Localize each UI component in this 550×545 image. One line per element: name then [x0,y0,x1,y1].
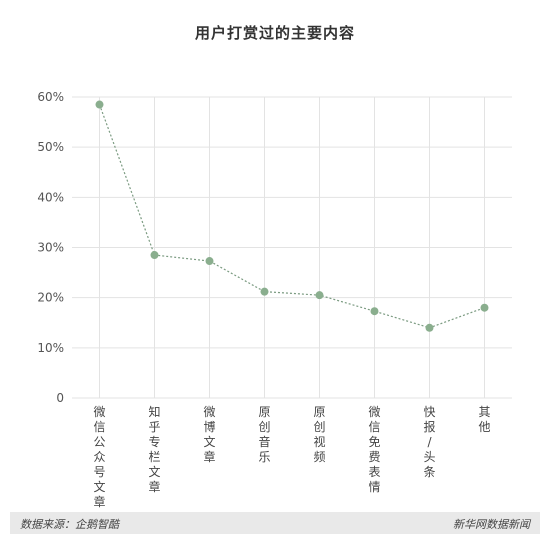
data-source-note: 数据来源：企鹅智酷 [20,518,119,531]
data-point [260,287,269,296]
data-point [315,291,324,300]
y-axis-ticks: 0 10% 20% 30% 40% 50% 60% [37,90,64,405]
y-tick-label: 20% [37,291,64,305]
y-tick-label: 10% [37,341,64,355]
data-point [425,323,434,332]
publisher-brand: 新华网数据新闻 [453,518,530,531]
data-point [205,257,214,266]
y-tick-label: 40% [37,190,64,204]
x-tick-label: 微信公众号文章 [93,405,105,509]
y-tick-label: 60% [37,90,64,104]
y-tick-label: 0 [56,391,64,405]
series-line [98,104,485,329]
x-tick-label: 微信免费表情 [368,405,380,494]
chart-title: 用户打赏过的主要内容 [194,24,355,42]
y-tick-label: 50% [37,140,64,154]
x-tick-label: 知乎专栏文章 [148,405,160,494]
y-tick-label: 30% [37,241,64,255]
footer-bar: 数据来源：企鹅智酷 新华网数据新闻 [10,512,540,534]
data-point [150,251,159,260]
x-tick-label: 原创音乐 [258,405,270,464]
data-point [370,307,379,316]
x-tick-label: 其他 [478,405,490,434]
x-axis-ticks: 微信公众号文章 知乎专栏文章 微博文章 原创音乐 原创视频 微信免费表情 快报/头条 其他 [93,405,490,509]
x-tick-label: 快报/头条 [423,405,435,479]
data-point [95,100,104,109]
data-series [95,100,489,332]
data-point [480,303,489,312]
x-tick-label: 微博文章 [203,405,215,464]
x-tick-label: 原创视频 [313,405,325,464]
grid-lines [72,96,512,399]
